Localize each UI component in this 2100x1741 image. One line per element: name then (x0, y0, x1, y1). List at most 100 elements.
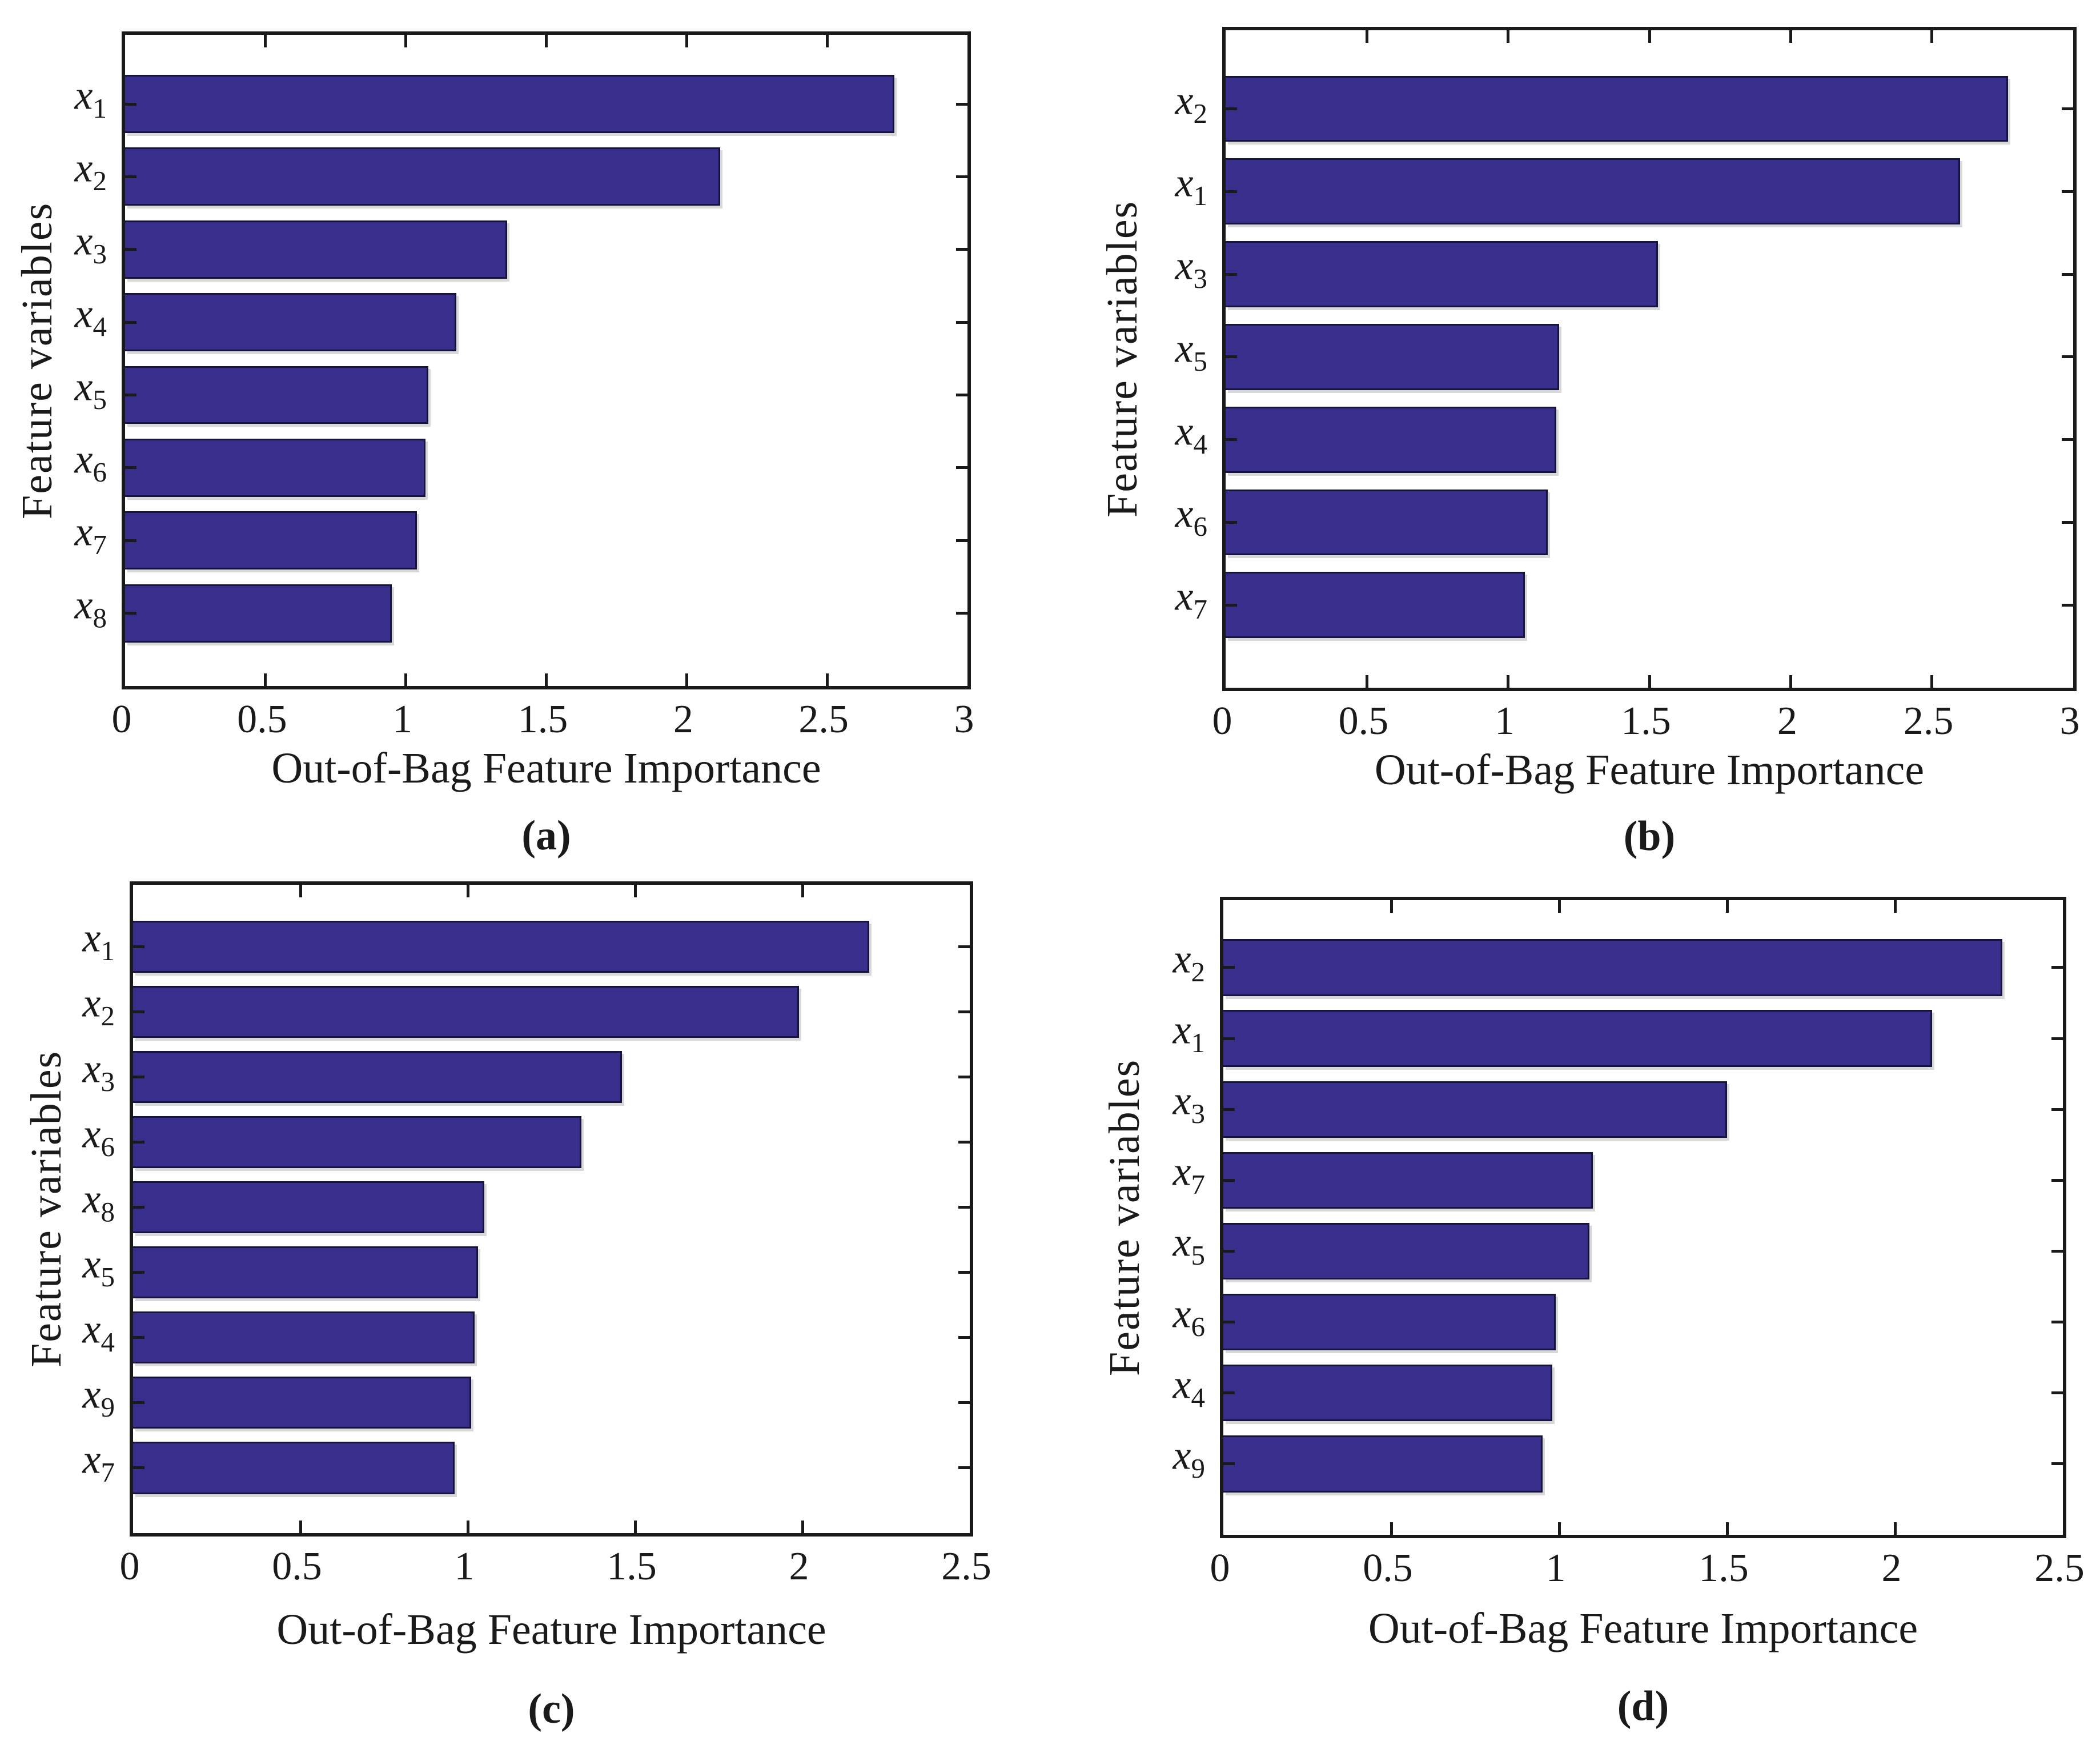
y-tick-mark (956, 466, 967, 470)
plot-area (130, 881, 973, 1537)
x-tick-label: 0.5 (237, 697, 287, 741)
y-axis-category-labels: x1 x2 x3 x6 x8 x5 x4 x9 x7 (0, 881, 115, 1537)
y-tick-label: x9 (82, 1371, 115, 1423)
bar-x_2 (125, 147, 721, 206)
y-tick-mark (2051, 1108, 2063, 1111)
y-tick-label: x5 (82, 1241, 115, 1293)
x-tick-label: 1 (1545, 1546, 1566, 1590)
x-tick-label: 1.5 (607, 1545, 657, 1588)
y-tick-mark (133, 1336, 144, 1339)
x-tick-label: 0 (1212, 699, 1232, 743)
y-tick-label: x5 (1175, 325, 1207, 377)
y-tick-mark (125, 612, 136, 615)
bar-x_9 (133, 1377, 471, 1429)
y-tick-mark (2051, 1391, 2063, 1395)
x-tick-mark (1893, 1522, 1897, 1535)
y-tick-label: x2 (1173, 936, 1205, 988)
y-tick-mark (125, 175, 136, 178)
bar-x_2 (133, 985, 800, 1038)
bar-x_6 (133, 1116, 582, 1169)
x-tick-mark (1557, 900, 1561, 913)
x-axis-tick-labels: 0 0.5 1 1.5 2 2.5 (1210, 1546, 2085, 1598)
y-tick-mark (2062, 272, 2073, 276)
y-tick-mark (133, 945, 144, 948)
y-tick-label: x2 (74, 145, 107, 197)
y-tick-mark (1226, 355, 1237, 359)
x-tick-label: 2.5 (1903, 699, 1954, 743)
x-tick-mark (466, 1521, 469, 1533)
y-tick-mark (133, 1271, 144, 1274)
bar-x_1 (133, 920, 870, 973)
y-tick-label: x3 (82, 1045, 115, 1097)
x-axis-title: Out-of-Bag Feature Importance (276, 1606, 826, 1654)
x-tick-mark (1930, 30, 1934, 43)
y-tick-mark (1223, 1108, 1235, 1111)
y-tick-mark (125, 248, 136, 251)
y-tick-mark (2062, 438, 2073, 442)
x-tick-mark (1648, 30, 1651, 43)
bar-series (1223, 900, 2063, 1535)
x-tick-mark (1789, 675, 1792, 688)
y-tick-mark (1226, 603, 1237, 607)
x-tick-mark (1507, 675, 1510, 688)
y-tick-mark (1223, 1037, 1235, 1040)
x-tick-mark (299, 885, 302, 897)
x-tick-mark (1507, 30, 1510, 43)
y-tick-label: x7 (1173, 1148, 1205, 1201)
y-tick-mark (1223, 966, 1235, 969)
y-tick-label: x3 (1173, 1077, 1205, 1130)
y-tick-mark (2062, 520, 2073, 524)
y-tick-mark (958, 1010, 970, 1013)
y-tick-label: x1 (82, 914, 115, 967)
x-tick-label: 0.5 (272, 1545, 322, 1588)
x-tick-label: 2 (673, 697, 693, 741)
bar-x_2 (1226, 75, 2009, 142)
bar-x_7 (1223, 1152, 1593, 1209)
y-tick-mark (1223, 1321, 1235, 1324)
x-tick-mark (633, 885, 637, 897)
x-tick-mark (466, 885, 469, 897)
y-tick-mark (958, 1401, 970, 1405)
y-tick-label: x8 (74, 581, 107, 633)
bar-x_5 (1226, 323, 1559, 390)
x-tick-label: 0 (1210, 1546, 1230, 1590)
x-tick-mark (299, 1521, 302, 1533)
panel-caption: (b) (1623, 813, 1676, 860)
y-tick-mark (1223, 1249, 1235, 1253)
panel-caption: (c) (528, 1686, 575, 1732)
x-tick-mark (1390, 900, 1393, 913)
x-tick-mark (801, 885, 804, 897)
x-tick-mark (1930, 675, 1934, 688)
x-axis-title: Out-of-Bag Feature Importance (271, 744, 821, 792)
x-tick-label: 3 (954, 697, 974, 741)
y-tick-mark (133, 1401, 144, 1405)
y-tick-mark (1223, 1178, 1235, 1182)
bar-x_1 (125, 75, 895, 133)
x-tick-mark (633, 1521, 637, 1533)
y-tick-label: x2 (82, 980, 115, 1032)
y-tick-mark (125, 539, 136, 542)
x-tick-mark (1893, 900, 1897, 913)
y-axis-category-labels: x2 x1 x3 x7 x5 x6 x4 x9 (0, 897, 1205, 1538)
x-tick-mark (685, 673, 688, 686)
y-tick-mark (125, 466, 136, 470)
y-tick-mark (1223, 1462, 1235, 1466)
bar-x_4 (1226, 406, 1556, 473)
panel-caption: (d) (1617, 1683, 1669, 1730)
bar-x_5 (125, 366, 428, 424)
y-tick-mark (2051, 1249, 2063, 1253)
x-tick-mark (1789, 30, 1792, 43)
y-tick-mark (956, 102, 967, 106)
x-tick-label: 1.5 (1699, 1546, 1749, 1590)
y-tick-label: x4 (82, 1306, 115, 1358)
y-tick-mark (133, 1141, 144, 1144)
x-tick-mark (825, 35, 829, 47)
x-tick-label: 0.5 (1363, 1546, 1413, 1590)
x-tick-mark (545, 673, 548, 686)
y-tick-label: x6 (82, 1110, 115, 1162)
x-tick-label: 1.5 (517, 697, 568, 741)
y-tick-label: x4 (1173, 1361, 1205, 1413)
bar-x_9 (1223, 1435, 1543, 1493)
